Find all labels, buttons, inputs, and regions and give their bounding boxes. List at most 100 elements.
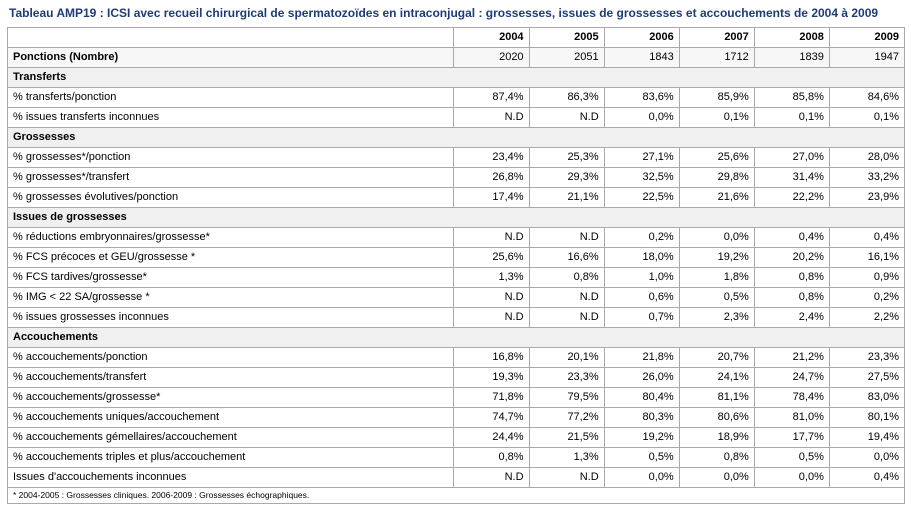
row-value: 26,0% [603,367,680,388]
row-label: % IMG < 22 SA/grossesse * [6,287,455,308]
table-row: % accouchements/grossesse* 71,8% 79,5% 80,4… [6,387,906,408]
row-value: 0,7% [603,307,680,328]
row-value: 19,2% [603,427,680,448]
row-value: 2,3% [678,307,755,328]
row-value: 80,1% [828,407,906,428]
row-value: 27,1% [603,147,680,168]
row-value: 20,2% [753,247,830,268]
row-value: 0,1% [678,107,755,128]
row-value: 23,4% [453,147,530,168]
table-row: % transferts/ponction 87,4% 86,3% 83,6% 85,9… [6,87,906,108]
row-value: N.D [453,467,530,488]
ponctions-value: 1843 [603,47,680,68]
table-body: 2004 2005 2006 2007 2008 2009 Ponctions (Nombr… [6,27,906,504]
row-value: 78,4% [753,387,830,408]
row-value: 0,2% [603,227,680,248]
row-value: N.D [528,307,605,328]
row-value: 83,0% [828,387,906,408]
row-value: 21,2% [753,347,830,368]
row-value: 81,0% [753,407,830,428]
row-value: 84,6% [828,87,906,108]
row-value: 21,5% [528,427,605,448]
row-value: 0,8% [753,287,830,308]
ponctions-value: 2051 [528,47,605,68]
row-value: 2,4% [753,307,830,328]
row-value: 81,1% [678,387,755,408]
row-value: N.D [453,287,530,308]
row-value: 20,7% [678,347,755,368]
row-value: 2,2% [828,307,906,328]
row-value: 23,3% [528,367,605,388]
row-value: 1,3% [528,447,605,468]
row-value: 32,5% [603,167,680,188]
row-value: 0,5% [603,447,680,468]
footnote: * 2004-2005 : Grossesses cliniques. 2006… [7,487,905,504]
table-row: % issues transferts inconnues N.D N.D 0,0% 0… [6,107,906,128]
table-row: % FCS tardives/grossesse* 1,3% 0,8% 1,0% 1,8… [6,267,906,288]
row-value: 25,6% [678,147,755,168]
row-label: Issues d'accouchements inconnues [6,467,455,488]
row-value: 23,3% [828,347,906,368]
row-value: 19,4% [828,427,906,448]
row-value: 0,4% [753,227,830,248]
table-row: % accouchements triples et plus/accouche… [6,447,906,468]
row-value: 0,9% [828,267,906,288]
section-title: Accouchements [7,327,905,348]
year-header: 2008 [753,27,830,48]
row-value: 0,8% [528,267,605,288]
table-title: Tableau AMP19 : ICSI avec recueil chirur… [9,6,879,20]
year-header: 2007 [678,27,755,48]
row-label: % accouchements triples et plus/accouche… [6,447,455,468]
ponctions-value: 1947 [828,47,906,68]
row-value: 18,9% [678,427,755,448]
row-value: 28,0% [828,147,906,168]
row-value: N.D [528,107,605,128]
row-value: 0,0% [603,467,680,488]
ponctions-row: Ponctions (Nombre) 2020 2051 1843 1712 1839 19… [6,47,906,68]
row-value: 17,4% [453,187,530,208]
ponctions-value: 1839 [753,47,830,68]
row-value: 21,1% [528,187,605,208]
row-value: 21,6% [678,187,755,208]
row-value: 0,0% [828,447,906,468]
section-title: Issues de grossesses [7,207,905,228]
row-value: 24,4% [453,427,530,448]
ponctions-label: Ponctions (Nombre) [6,47,455,68]
row-value: 0,6% [603,287,680,308]
footnote-row: * 2004-2005 : Grossesses cliniques. 2006… [7,487,905,504]
table-row: % FCS précoces et GEU/grossesse * 25,6% 16… [6,247,906,268]
row-label: % réductions embryonnaires/grossesse* [6,227,455,248]
row-value: 19,3% [453,367,530,388]
row-value: 0,8% [753,267,830,288]
row-value: 27,5% [828,367,906,388]
row-value: 0,0% [678,227,755,248]
row-value: 85,9% [678,87,755,108]
row-value: 27,0% [753,147,830,168]
row-value: 0,5% [753,447,830,468]
row-label: % accouchements gémellaires/accouchement [6,427,455,448]
row-value: N.D [528,287,605,308]
section-title: Transferts [7,67,905,88]
row-value: 0,1% [753,107,830,128]
row-value: N.D [528,467,605,488]
row-label: % transferts/ponction [6,87,455,108]
row-value: 0,8% [678,447,755,468]
row-value: 22,2% [753,187,830,208]
row-value: 20,1% [528,347,605,368]
row-value: 0,4% [828,227,906,248]
row-value: 25,6% [453,247,530,268]
year-header: 2005 [528,27,605,48]
row-value: 24,1% [678,367,755,388]
section-header-row: Accouchements [7,327,905,348]
row-value: N.D [528,227,605,248]
row-value: 18,0% [603,247,680,268]
row-value: 19,2% [678,247,755,268]
data-table: 2004 2005 2006 2007 2008 2009 Ponctions (Nombr… [6,27,906,504]
row-label: % FCS tardives/grossesse* [6,267,455,288]
row-value: 1,0% [603,267,680,288]
row-value: 29,3% [528,167,605,188]
section-title: Grossesses [7,127,905,148]
table-row: % accouchements uniques/accouchement 74,7… [6,407,906,428]
row-value: 79,5% [528,387,605,408]
row-value: 24,7% [753,367,830,388]
